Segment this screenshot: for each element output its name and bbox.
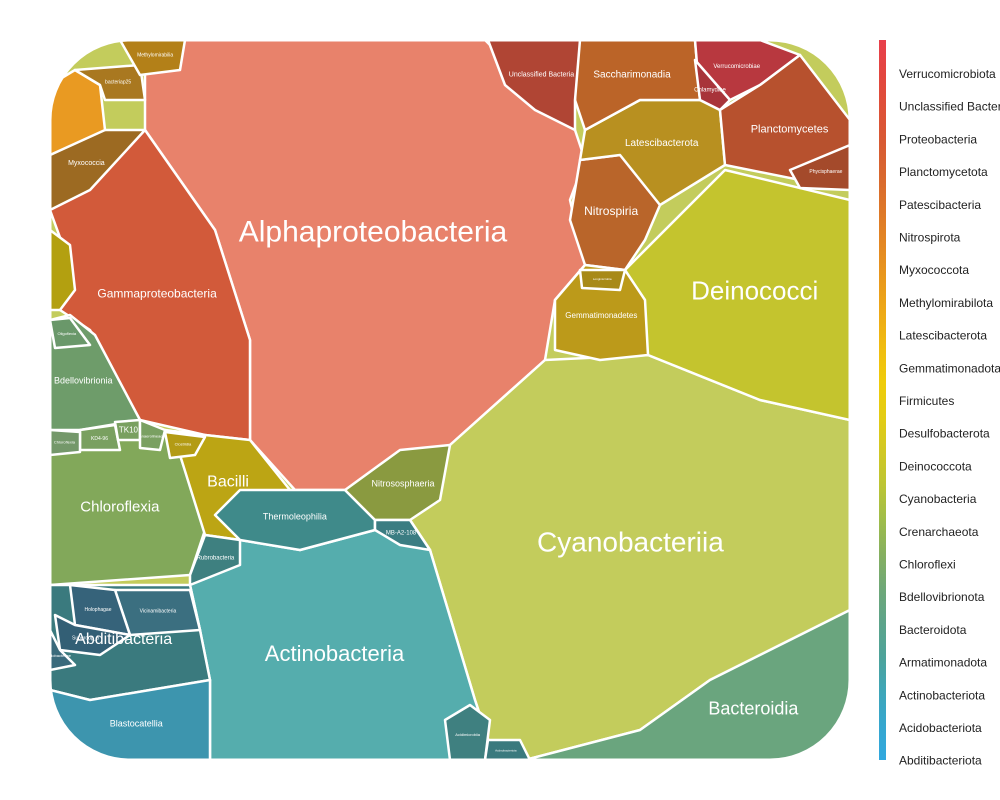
cell-label-tk10: TK10: [119, 425, 139, 434]
legend-item-cyanobacteria: Cyanobacteria: [899, 492, 977, 506]
cell-label-rubrobacteria: Rubrobacteria: [197, 555, 235, 561]
cell-acidobacteriae[interactable]: [50, 628, 77, 672]
legend-item-gemmatimonadota: Gemmatimonadota: [899, 361, 1000, 375]
cell-label-bacilli: Bacilli: [207, 474, 249, 491]
cell-label-vicinamibacteria: Vicinamibacteria: [140, 608, 177, 614]
cell-label-saccharimonadia: Saccharimonadia: [593, 70, 671, 81]
cell-label-gammaproteobacteria: Gammaproteobacteria: [97, 286, 217, 300]
cell-label-abditibacteria: Abditibacteria: [75, 631, 172, 648]
cell-label-nitrospiria: Nitrospiria: [584, 204, 638, 218]
legend-item-bacteroidota: Bacteroidota: [899, 623, 967, 637]
cell-label-verrucomicrobiae: Verrucomicrobiae: [713, 64, 760, 70]
legend-item-bdellovibrionota: Bdellovibrionota: [899, 590, 985, 604]
cell-label-planctomycetes: Planctomycetes: [751, 124, 829, 136]
cell-bacteroidia[interactable]: [523, 608, 850, 760]
legend-item-firmicutes: Firmicutes: [899, 394, 954, 408]
cell-label-cyanobacteriia: Cyanobacteriia: [537, 526, 724, 557]
cell-actinobacteriota[interactable]: [483, 738, 532, 760]
cell-label-nitrososphaeria: Nitrososphaeria: [372, 478, 435, 488]
cell-methylomirabilota-30[interactable]: [50, 68, 107, 157]
legend-item-patescibacteria: Patescibacteria: [899, 198, 981, 212]
legend-item-nitrospirota: Nitrospirota: [899, 231, 961, 245]
cell-label-mb-a2-108: MB-A2-108: [386, 531, 417, 537]
legend-item-armatimonadota: Armatimonadota: [899, 656, 987, 670]
labels-layer: Alphaproteobacteria Cyanobacteriia Deinoco…: [45, 52, 843, 752]
legend-item-desulfobacterota: Desulfobacterota: [899, 427, 990, 441]
cell-label-latescibacterota: Latescibacterota: [625, 138, 699, 149]
cell-label-chloroflexia: Chloroflexia: [80, 498, 160, 515]
cell-unclassified-bacteria[interactable]: [486, 40, 582, 132]
legend-item-latescibacterota: Latescibacterota: [899, 329, 987, 343]
cell-label-clostridia: Clostridia: [175, 442, 192, 447]
cell-label-acidobacteriae: Acidobacteriae: [45, 653, 72, 658]
cell-label-kd4-96: KD4-96: [91, 436, 108, 442]
cell-methylomirabilia[interactable]: [118, 40, 187, 77]
cell-label-bdellovibrionia: Bdellovibrionia: [54, 375, 113, 385]
cell-label-chloroflexia: Chloroflexia: [54, 439, 76, 444]
legend-item-myxococcota: Myxococcota: [899, 263, 969, 277]
cell-label-methylomirabilia: Methylomirabilia: [137, 52, 173, 58]
cell-label-longimicrobia: Longimicrobia: [593, 277, 612, 281]
cell-bacteriap25[interactable]: [73, 63, 147, 102]
cell-label-phycisphaerae: Phycisphaerae: [809, 169, 842, 175]
cell-label-actinobacteria: Actinobacteria: [265, 641, 405, 666]
cell-clostridia[interactable]: [163, 430, 207, 460]
cell-label-bacteroidia: Bacteroidia: [708, 699, 799, 719]
legend-item-crenarchaeota: Crenarchaeota: [899, 525, 979, 539]
legend-item-acidobacteriota: Acidobacteriota: [899, 721, 982, 735]
cell-label-bacteriap25: bacteriap25: [105, 79, 131, 85]
legend-item-unclassified-bacteria: Unclassified Bacteria: [899, 100, 1000, 114]
cell-label-subgroup-5: Subgroup_5: [72, 636, 99, 642]
cell-label-anaerolineae: Anaerolineae: [139, 433, 163, 438]
cell-label-blastocatellia: Blastocatellia: [110, 719, 163, 729]
cell-mb-a2-108[interactable]: [373, 518, 432, 552]
cell-desulfobacterota-41[interactable]: [50, 228, 77, 312]
cell-label-thermoleophilia: Thermoleophilia: [263, 512, 327, 522]
legend-item-deinococcota: Deinococcota: [899, 459, 972, 473]
cell-label-chlamydiae: Chlamydiae: [694, 88, 726, 94]
legend-item-methylomirabilota: Methylomirabilota: [899, 296, 993, 310]
legend-item-chloroflexi: Chloroflexi: [899, 558, 956, 572]
treemap-border: [48, 38, 852, 762]
cell-label-deinococci: Deinococci: [691, 276, 818, 306]
cell-label-alphaproteobacteria: Alphaproteobacteria: [239, 215, 508, 248]
cell-longimicrobia[interactable]: [578, 268, 627, 292]
cell-subgroup-5[interactable]: [53, 613, 132, 657]
legend: Verrucomicrobiota Unclassified Bacteria Pr…: [879, 40, 1000, 768]
legend-item-proteobacteria: Proteobacteria: [899, 132, 977, 146]
cell-anaerolineae[interactable]: [138, 418, 167, 452]
legend-item-actinobacteriota: Actinobacteriota: [899, 688, 985, 702]
cell-label-acidimicrobiia: Acidimicrobiia: [455, 732, 480, 737]
cells-layer: [50, 40, 850, 760]
cell-oligoflexia[interactable]: [50, 316, 92, 350]
cell-label-actinobacteriota: Actinobacteriota: [495, 748, 517, 752]
cell-gemmatimonadetes[interactable]: [553, 263, 650, 362]
cell-label-myxococcia: Myxococcia: [68, 160, 105, 167]
cell-label-holophagae: Holophagae: [85, 607, 112, 613]
cell-label-oligoflexia: Oligoflexia: [57, 331, 76, 336]
cell-chloroflexia[interactable]: [50, 428, 82, 457]
cell-phycisphaerae[interactable]: [788, 143, 850, 192]
cell-label-gemmatimonadetes: Gemmatimonadetes: [565, 311, 637, 320]
legend-color-bar: [879, 40, 886, 760]
cell-planctomycetes[interactable]: [718, 53, 850, 192]
legend-item-planctomycetota: Planctomycetota: [899, 165, 988, 179]
cell-rubrobacteria[interactable]: [188, 533, 242, 587]
legend-item-abditibacteriota: Abditibacteriota: [899, 754, 982, 768]
cell-label-unclassified-bacteria: Unclassified Bacteria: [509, 71, 574, 78]
legend-item-verrucomicrobiota: Verrucomicrobiota: [899, 67, 996, 81]
